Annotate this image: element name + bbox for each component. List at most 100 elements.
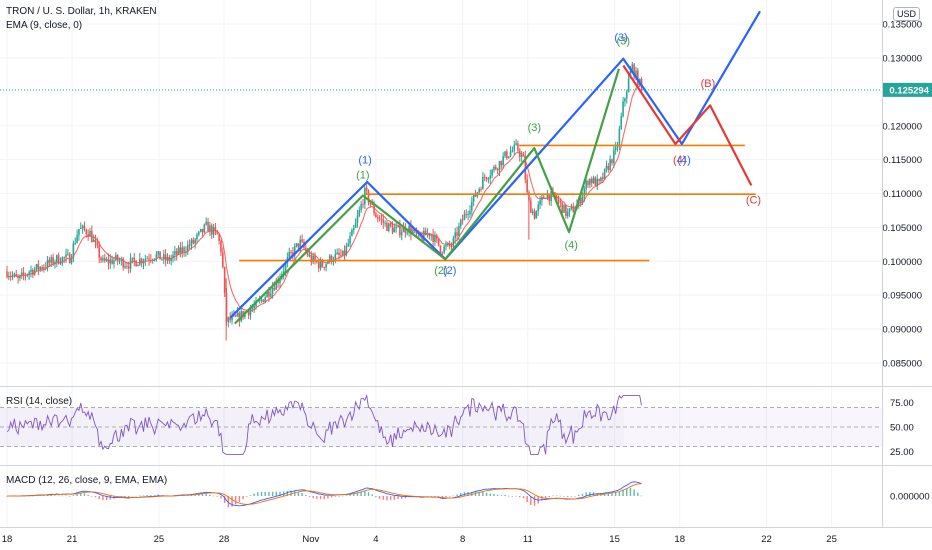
candle-body — [483, 177, 486, 178]
macd-histogram-bar — [72, 495, 75, 496]
price-axis-label: 0.115000 — [883, 155, 922, 166]
macd-histogram-bar — [353, 493, 355, 496]
macd-histogram-bar — [142, 495, 145, 497]
wave-label: (3) — [614, 32, 627, 44]
candle-body — [386, 222, 388, 231]
macd-histogram-bar — [220, 496, 222, 499]
ema-polyline — [6, 85, 642, 312]
rsi-axis-label: 25.00 — [890, 447, 914, 458]
candle-body — [188, 244, 191, 246]
candle-body — [83, 225, 86, 230]
macd-histogram-bar — [515, 495, 517, 497]
macd-histogram-bar — [260, 491, 263, 496]
candle-body — [587, 180, 589, 185]
candle-body — [456, 232, 458, 236]
candle-body — [28, 272, 30, 275]
candle-body — [596, 178, 599, 186]
candle-body — [402, 227, 405, 233]
candle-body — [50, 257, 53, 263]
candle-body — [46, 259, 49, 268]
candle-body — [317, 262, 320, 269]
candle-body — [59, 263, 62, 265]
macd-histogram-bar — [271, 491, 274, 496]
candle-body — [399, 225, 401, 236]
macd-histogram-bar — [596, 493, 598, 496]
candle-body — [61, 257, 64, 264]
support-resistance-lines — [239, 144, 756, 262]
macd-histogram-bar — [629, 487, 632, 496]
candle-body — [568, 208, 571, 212]
candle-body — [67, 253, 69, 255]
macd-histogram-bar — [452, 495, 455, 497]
candle-body — [375, 213, 377, 218]
candle-body — [467, 214, 469, 215]
candle-body — [624, 98, 626, 102]
candle-body — [264, 297, 267, 302]
macd-histogram-bar — [94, 496, 97, 498]
macd-histogram-bar — [552, 495, 554, 497]
candle-body — [450, 245, 453, 247]
candle-body — [496, 169, 499, 171]
wave-label: (4) — [673, 155, 686, 167]
candle-body — [528, 192, 530, 201]
candle-body — [611, 159, 613, 163]
macd-histogram-bar — [275, 491, 277, 496]
candle-body — [201, 228, 204, 233]
candle-body — [406, 232, 409, 234]
candle-body — [52, 257, 54, 264]
macd-histogram-bar — [253, 493, 255, 496]
macd-histogram-bar — [46, 495, 49, 496]
macd-histogram-bar — [242, 496, 244, 500]
candle-body — [137, 264, 139, 267]
candle-body — [179, 247, 182, 253]
candle-body — [452, 238, 455, 247]
candle-body — [238, 312, 241, 321]
candle-body — [223, 266, 226, 293]
macd-histogram-bar — [603, 493, 606, 496]
candle-body — [589, 178, 591, 185]
wave-label: (3) — [528, 122, 541, 134]
macd-histogram-bar — [150, 495, 152, 496]
macd-histogram-bar — [401, 496, 403, 499]
macd-histogram-bar — [522, 496, 525, 499]
candle-body — [109, 259, 112, 264]
candle-body — [380, 218, 383, 220]
candle-body — [633, 64, 635, 77]
price-axis-label: 0.095000 — [882, 291, 922, 302]
candle-body — [20, 272, 23, 276]
macd-histogram-bar — [290, 490, 292, 496]
macd-histogram-bar — [249, 495, 252, 496]
wave-label: (2) — [443, 265, 456, 277]
candle-body — [485, 177, 488, 180]
candle-body — [321, 261, 324, 268]
candle-body — [340, 255, 342, 256]
candle-body — [393, 227, 396, 233]
macd-histogram-bar — [198, 494, 200, 496]
macd-histogram-bar — [511, 495, 514, 497]
macd-histogram-bar — [430, 496, 432, 497]
rsi-axis-label: 50.00 — [890, 423, 914, 434]
macd-histogram-bar — [437, 496, 440, 497]
candle-body — [373, 204, 375, 214]
macd-histogram-bar — [375, 496, 377, 498]
wave-label: (3) — [617, 35, 630, 47]
time-axis-label: 25 — [154, 534, 165, 545]
candle-body — [94, 239, 97, 243]
candle-body — [297, 243, 300, 248]
candle-body — [65, 254, 67, 258]
currency-button[interactable]: USD — [892, 7, 920, 21]
macd-histogram-bar — [209, 494, 211, 496]
macd-histogram-bar — [338, 496, 340, 497]
candle-body — [273, 287, 276, 290]
candle-body — [105, 259, 108, 261]
rsi-line — [6, 393, 642, 455]
macd-histogram-bar — [76, 494, 78, 496]
macd-histogram-bar — [585, 492, 587, 496]
price-axis-label: 0.085000 — [882, 358, 922, 369]
time-axis-label: 11 — [523, 534, 533, 545]
candle-body — [78, 228, 80, 236]
candle-body — [186, 244, 189, 252]
elliott-wave-labels: (1)(1)(2)(2)(3)(3)(3)(4)(4)(4)(B)(C) — [356, 32, 761, 277]
candle-body — [598, 178, 600, 181]
